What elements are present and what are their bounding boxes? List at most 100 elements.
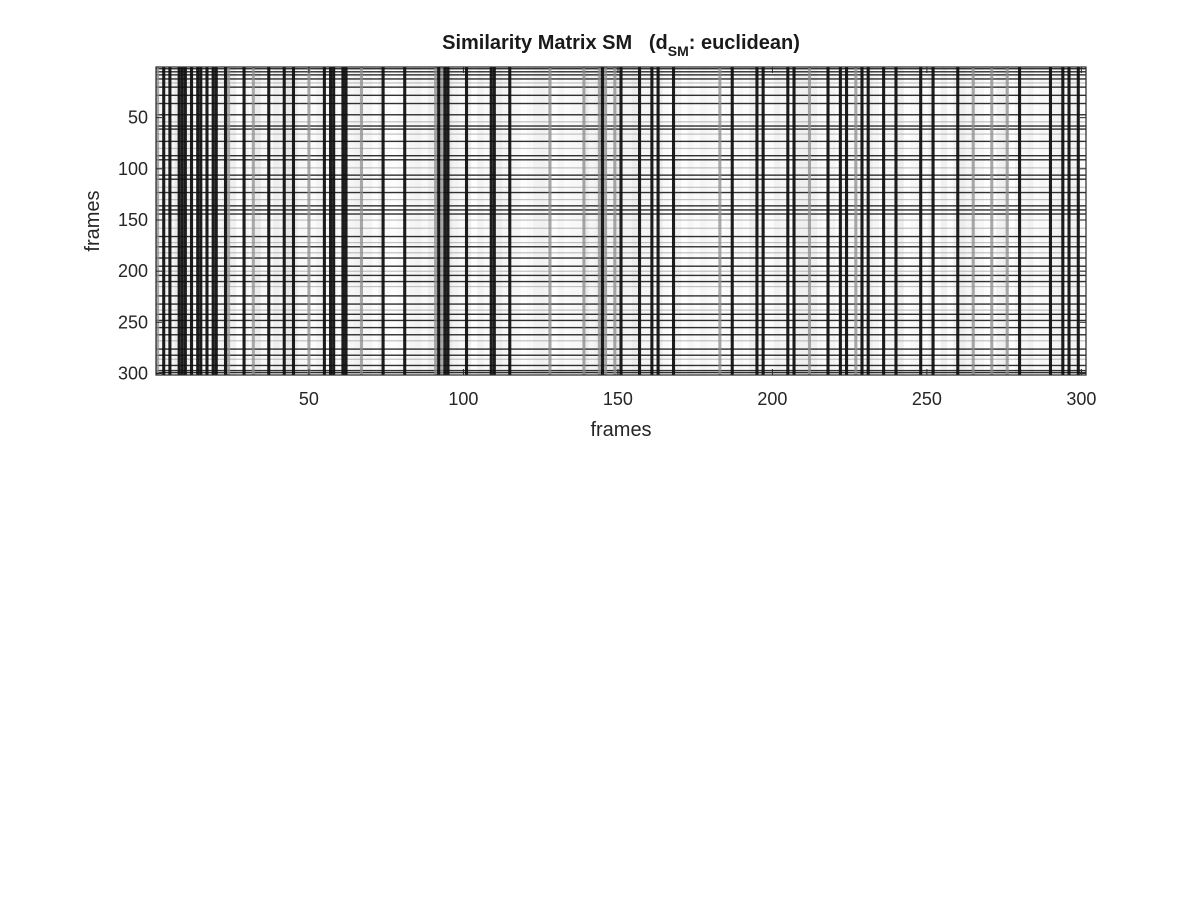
texture-column (959, 67, 966, 375)
texture-column (712, 67, 719, 375)
texture-column (1008, 67, 1015, 375)
texture-column (1039, 67, 1046, 375)
plot-area: 50 100 150 200 250 300 50 100 150 200 250 300 (118, 66, 1096, 409)
texture-column (217, 67, 224, 375)
texture-column (644, 67, 651, 375)
texture-column (403, 67, 410, 375)
axes-frame (155, 66, 1087, 376)
heatmap-column-gray (307, 67, 311, 375)
heatmap-column-dark (508, 67, 512, 375)
heatmap-column-dark (177, 67, 181, 375)
heatmap-column-dark (1061, 67, 1065, 375)
y-tick-label: 250 (118, 312, 148, 332)
texture-column (514, 67, 521, 375)
texture-column (372, 67, 379, 375)
texture-column (996, 67, 1003, 375)
texture-column (261, 67, 268, 375)
texture-column (681, 67, 688, 375)
heatmap-column-gray (434, 67, 438, 375)
title-main: Similarity Matrix SM (442, 32, 632, 54)
heatmap-column-dark (650, 67, 654, 375)
texture-column (588, 67, 595, 375)
heatmap-column-dark (1018, 67, 1022, 375)
heatmap-column-dark (267, 67, 271, 375)
texture-column (934, 67, 941, 375)
texture-column (946, 67, 954, 375)
heatmap-column-dark (437, 67, 441, 375)
texture-column (749, 67, 756, 375)
texture-column (353, 67, 360, 375)
texture-column (922, 67, 929, 375)
heatmap-column-dark (792, 67, 796, 375)
heatmap-column-gray (613, 67, 617, 375)
texture-column (557, 67, 564, 375)
y-tick-label: 200 (118, 261, 148, 281)
texture-column (254, 67, 262, 375)
texture-column (532, 67, 540, 375)
x-axis-label: frames (590, 419, 651, 441)
texture-column (736, 67, 744, 375)
heatmap-column-dark (291, 67, 296, 375)
texture-column (236, 67, 243, 375)
heatmap-column-dark (443, 67, 447, 375)
texture-column (421, 67, 428, 375)
texture-column (675, 67, 682, 375)
y-tick-label: 300 (118, 363, 148, 383)
heatmap-column-dark (168, 67, 172, 375)
texture-column (520, 67, 527, 375)
texture-column (829, 67, 836, 375)
heatmap-column-dark (332, 67, 336, 375)
texture-column (310, 67, 317, 375)
texture-column (897, 67, 904, 375)
x-tick-label: 300 (1066, 389, 1096, 409)
texture-column (909, 67, 917, 375)
texture-column (390, 67, 397, 375)
heatmap-column-dark (214, 67, 218, 375)
texture-column (230, 67, 237, 375)
texture-column (872, 67, 879, 375)
x-tick-label: 100 (448, 389, 478, 409)
heatmap-column-dark (162, 67, 166, 375)
texture-column (446, 67, 453, 375)
texture-column (662, 67, 669, 375)
texture-column (767, 67, 774, 375)
texture-column (316, 67, 323, 375)
texture-column (1052, 67, 1059, 375)
texture-column (384, 67, 391, 375)
heatmap-column-gray (971, 67, 975, 375)
texture-column (607, 67, 614, 375)
heatmap-column-dark (199, 67, 203, 375)
heatmap-column-gray (359, 67, 364, 375)
texture-column (743, 67, 750, 375)
texture-column (471, 67, 478, 375)
texture-column (625, 67, 632, 375)
texture-column (724, 67, 731, 375)
texture-column (526, 67, 533, 375)
texture-column (1070, 67, 1077, 375)
texture-column (1027, 67, 1034, 375)
texture-column (631, 67, 638, 375)
x-tick-label: 250 (912, 389, 942, 409)
texture-column (798, 67, 805, 375)
heatmap-column-dark (919, 67, 923, 375)
texture-column (477, 67, 484, 375)
texture-column (273, 67, 280, 375)
heatmap-column-gray (251, 67, 255, 375)
texture-column (1021, 67, 1028, 375)
heatmap-column-dark (322, 67, 326, 375)
texture-column (427, 67, 435, 375)
heatmap-column-dark (183, 67, 187, 375)
heatmap-column-gray (718, 67, 722, 375)
texture-column (835, 67, 842, 375)
heatmap-column-gray (854, 67, 858, 375)
texture-column (267, 67, 274, 375)
texture-column (347, 67, 354, 375)
heatmap-column-dark (845, 67, 849, 375)
heatmap-layer (156, 67, 1090, 375)
heatmap-column-gray (597, 67, 601, 375)
heatmap-column-gray (807, 67, 812, 375)
texture-column (687, 67, 694, 375)
y-tick-label: 100 (118, 159, 148, 179)
texture-column (570, 67, 577, 375)
